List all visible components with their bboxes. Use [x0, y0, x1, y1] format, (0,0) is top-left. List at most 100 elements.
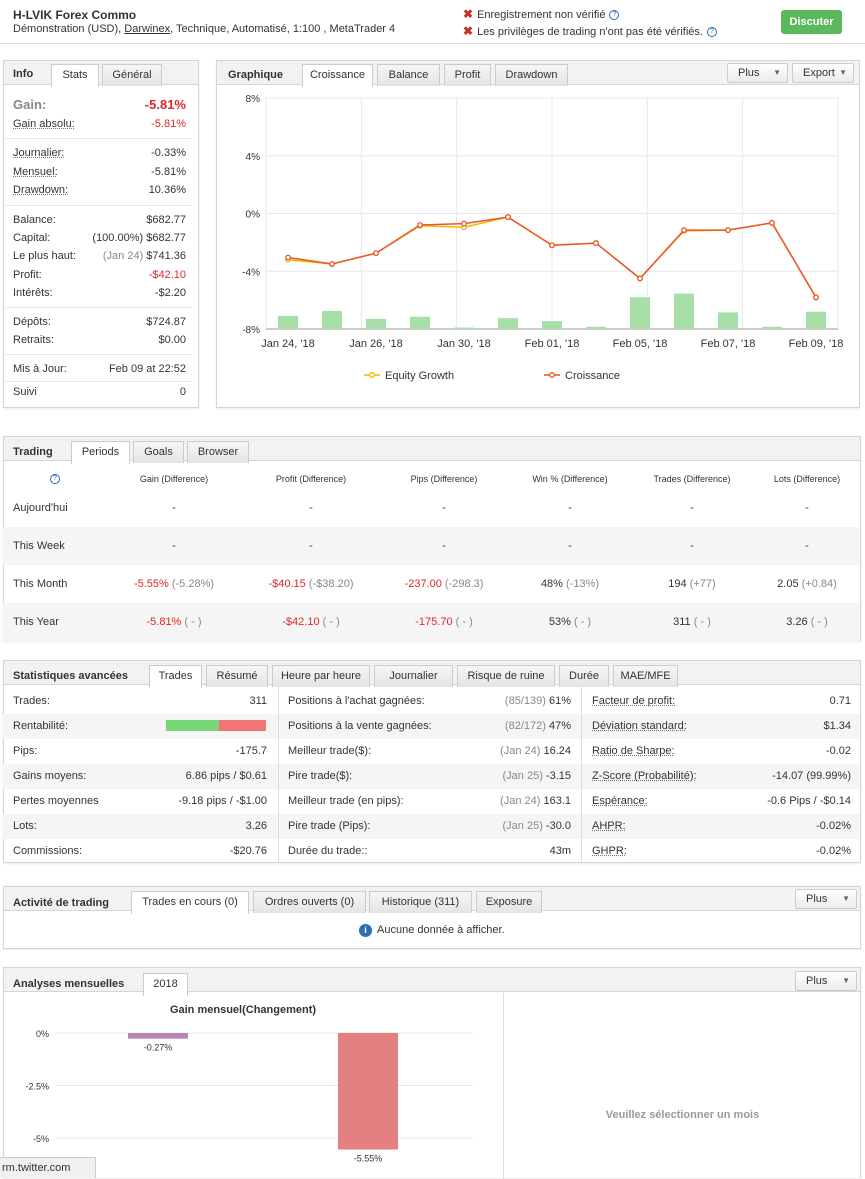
- advanced-row: Lots: 3.26 Pire trade (Pips): (Jan 25) -30.…: [3, 814, 860, 839]
- equity-label: Capital:: [13, 232, 51, 244]
- gain-value: -: [172, 540, 176, 552]
- stat-label[interactable]: Z-Score (Probabilité):: [592, 770, 697, 782]
- tab-trades[interactable]: Trades: [149, 665, 202, 688]
- tab-daily[interactable]: Journalier: [374, 665, 453, 687]
- x-tick-label: Feb 07, '18: [701, 338, 756, 350]
- cell-win: 48% (-13%): [500, 578, 640, 590]
- more-button[interactable]: Plus ▼: [795, 971, 857, 991]
- stat-value: -0.02%: [816, 820, 851, 832]
- tab-mae-mfe[interactable]: MAE/MFE: [613, 665, 678, 687]
- monthly-row: Mensuel: -5.81%: [13, 166, 186, 182]
- more-button-label: Plus: [738, 67, 760, 79]
- advanced-title: Statistiques avancées: [13, 670, 128, 682]
- trades-value: 311: [673, 616, 691, 628]
- y-tick-label: -5%: [33, 1134, 49, 1144]
- absolute-gain-label[interactable]: Gain absolu:: [13, 118, 75, 130]
- monthly-title: Analyses mensuelles: [13, 978, 125, 990]
- broker-link[interactable]: Darwinex: [124, 23, 171, 35]
- help-icon[interactable]: ?: [706, 27, 717, 38]
- legend-label[interactable]: Equity Growth: [385, 370, 454, 382]
- tab-summary[interactable]: Résumé: [206, 665, 268, 687]
- stat-label[interactable]: Déviation standard:: [592, 720, 687, 732]
- stat-value: (Jan 25) -3.15: [503, 770, 572, 782]
- divider: [5, 138, 192, 139]
- help-icon[interactable]: ?: [50, 474, 60, 484]
- monthly-bar[interactable]: [128, 1033, 188, 1039]
- cell-pips: -: [374, 502, 514, 514]
- stat-label[interactable]: Espérance:: [592, 795, 648, 807]
- withdrawals-label: Retraits:: [13, 334, 54, 346]
- series-point: [593, 240, 599, 247]
- tab-profit[interactable]: Profit: [444, 64, 491, 86]
- cross-icon: ✖: [463, 7, 474, 21]
- stat-value: (Jan 25) -30.0: [503, 820, 572, 832]
- monthly-bar-label: -5.55%: [354, 1154, 383, 1164]
- tab-risk-of-ruin[interactable]: Risque de ruine: [457, 665, 555, 687]
- header-trades: Trades (Difference): [653, 474, 731, 484]
- legend-label[interactable]: Croissance: [565, 370, 620, 382]
- stat-number: -3.15: [545, 770, 571, 782]
- x-tick-label: Feb 05, '18: [613, 338, 668, 350]
- daily-label[interactable]: Journalier:: [13, 147, 65, 159]
- interest-label: Intérêts:: [13, 287, 53, 299]
- highest-row: Le plus haut: (Jan 24) $741.36: [13, 250, 186, 266]
- drawdown-label[interactable]: Drawdown:: [13, 184, 69, 196]
- stat-number: 61%: [548, 695, 571, 707]
- stat-label: Pertes moyennes: [13, 795, 99, 807]
- stat-number: -30.0: [545, 820, 571, 832]
- stat-label[interactable]: Ratio de Sharpe:: [592, 745, 675, 757]
- tab-open-orders[interactable]: Ordres ouverts (0): [253, 891, 366, 913]
- cell-profit: -: [241, 502, 381, 514]
- cell-lots: 3.26 ( - ): [737, 616, 865, 628]
- highest-value: $741.36: [146, 250, 186, 262]
- cell-profit: -: [241, 540, 381, 552]
- cell-win: 53% ( - ): [500, 616, 640, 628]
- tab-exposure[interactable]: Exposure: [476, 891, 542, 913]
- daily-row: Journalier: -0.33%: [13, 147, 186, 163]
- tab-growth[interactable]: Croissance: [302, 64, 373, 87]
- tab-goals[interactable]: Goals: [133, 441, 184, 463]
- tab-drawdown[interactable]: Drawdown: [495, 64, 568, 86]
- followers-row: Suivi 0: [13, 386, 186, 402]
- volume-bar: [322, 310, 342, 329]
- tab-hourly[interactable]: Heure par heure: [272, 665, 370, 687]
- caret-down-icon: ▼: [839, 68, 847, 77]
- trades-value: -: [690, 502, 694, 514]
- divider: [5, 354, 192, 355]
- tab-balance[interactable]: Balance: [377, 64, 440, 86]
- tab-duration[interactable]: Durée: [559, 665, 609, 687]
- cell-trades: 311 ( - ): [622, 616, 762, 628]
- stat-label: Trades:: [13, 695, 50, 707]
- more-button[interactable]: Plus ▼: [727, 63, 788, 83]
- stat-label[interactable]: GHPR:: [592, 845, 627, 857]
- tab-history[interactable]: Historique (311): [369, 891, 472, 913]
- stat-label[interactable]: Facteur de profit:: [592, 695, 676, 707]
- equity-row: Capital: (100.00%) $682.77: [13, 232, 186, 248]
- lots-value: 3.26: [786, 616, 808, 628]
- x-tick-label: Jan 24, '18: [261, 338, 314, 350]
- help-icon[interactable]: ?: [609, 10, 620, 21]
- tab-open-trades[interactable]: Trades en cours (0): [131, 891, 249, 914]
- tab-browser[interactable]: Browser: [187, 441, 249, 463]
- tab-general[interactable]: Général: [102, 64, 162, 86]
- monthly-bar[interactable]: [338, 1033, 398, 1150]
- tab-year-2018[interactable]: 2018: [143, 973, 188, 996]
- caret-down-icon: ▼: [842, 894, 850, 903]
- stat-number: 163.1: [543, 795, 571, 807]
- info-panel: Info Stats Général: [3, 60, 199, 408]
- monthly-label[interactable]: Mensuel:: [13, 166, 58, 178]
- select-month-message: Veuillez sélectionner un mois: [605, 1109, 760, 1121]
- stat-value: -0.02%: [816, 845, 851, 857]
- stat-label[interactable]: AHPR:: [592, 820, 626, 832]
- series-point: [373, 250, 379, 257]
- export-button[interactable]: Export ▼: [792, 63, 854, 83]
- volume-bar: [630, 297, 650, 329]
- trading-row: This Year -5.81% ( - ) -$42.10 ( - ) -175.7…: [3, 603, 860, 641]
- more-button[interactable]: Plus ▼: [795, 889, 857, 909]
- discuss-button[interactable]: Discuter: [781, 10, 842, 34]
- tab-periods[interactable]: Periods: [71, 441, 130, 464]
- win-difference: (-13%): [566, 578, 600, 590]
- y-tick-label: 4%: [246, 152, 261, 163]
- trading-row: This Week - - - - - -: [3, 527, 860, 565]
- tab-stats[interactable]: Stats: [51, 64, 99, 87]
